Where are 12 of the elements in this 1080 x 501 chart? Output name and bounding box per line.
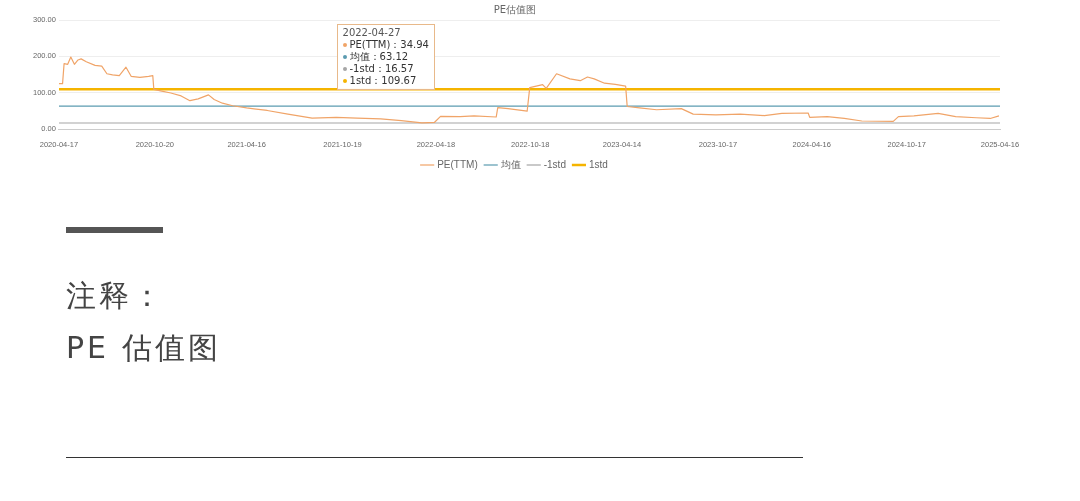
annotation: -1std：16.57: [348, 63, 415, 75]
text: 注释：: [66, 277, 166, 315]
annotation: PE(TTM)：34.94: [348, 39, 429, 51]
chart-title: PE估值图: [493, 3, 537, 15]
annotation: 2022-04-27: [342, 27, 402, 39]
text: PE 估值图: [66, 329, 221, 367]
legend-label: PE(TTM): [437, 158, 478, 170]
annotation: 均值：63.12: [348, 51, 410, 63]
annotation: 1std：109.67: [348, 75, 418, 87]
legend-label: -1std: [543, 158, 566, 170]
legend-label: 均值: [499, 158, 521, 170]
legend-label: 1std: [588, 158, 608, 170]
